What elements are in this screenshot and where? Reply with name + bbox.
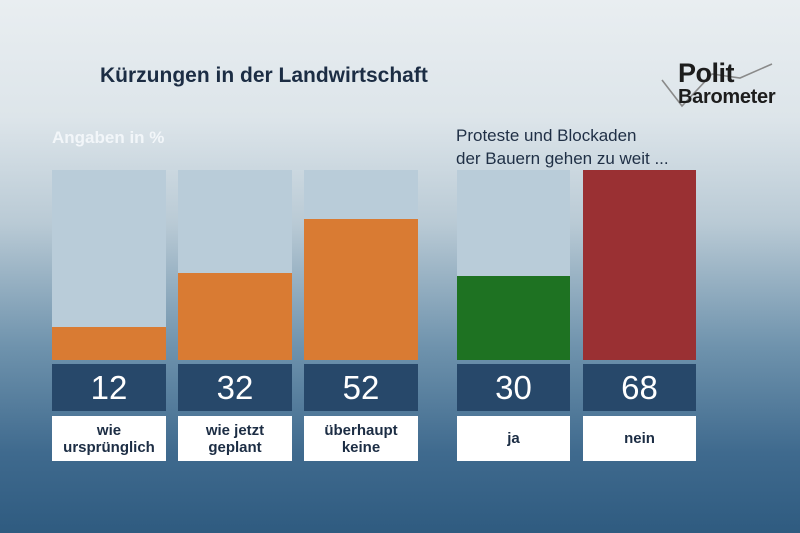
bar-track (304, 170, 418, 360)
bar (52, 327, 166, 360)
unit-label: Angaben in % (52, 128, 165, 147)
category-label: wie ursprünglich (52, 416, 166, 461)
question-line-2: der Bauern gehen zu weit ... (456, 149, 669, 168)
bar-column: 12 wie ursprünglich (52, 170, 166, 461)
bar-column: 32 wie jetzt geplant (178, 170, 292, 461)
bar-column: 68 nein (583, 170, 696, 461)
category-label: wie jetzt geplant (178, 416, 292, 461)
bar-value-label: 52 (304, 364, 418, 411)
bar (178, 273, 292, 360)
category-label-line: überhaupt (324, 421, 398, 439)
category-label-line: geplant (208, 438, 262, 456)
category-label-line: wie jetzt (205, 421, 265, 439)
checkmark-icon (661, 63, 773, 108)
category-label-line: ursprünglich (63, 438, 155, 456)
chart-title: Kürzungen in der Landwirtschaft (100, 64, 428, 87)
question-line-1: Proteste und Blockaden (456, 126, 637, 145)
category-label: ja (457, 416, 570, 461)
category-label: überhaupt keine (304, 416, 418, 461)
bar-column: 30 ja (457, 170, 570, 461)
logo-polit: Polit (678, 58, 735, 88)
politbarometer-logo: Polit Barometer (660, 58, 780, 114)
logo-barometer: Barometer (678, 86, 776, 108)
bar-track (178, 170, 292, 360)
bar (304, 219, 418, 360)
category-label-line: nein (624, 430, 655, 447)
bar-value-label: 32 (178, 364, 292, 411)
bar-value-label: 68 (583, 364, 696, 411)
bar (457, 276, 570, 360)
category-label: nein (583, 416, 696, 461)
bar-track (52, 170, 166, 360)
bar-value-label: 12 (52, 364, 166, 411)
category-label-line: ja (507, 430, 520, 447)
bar-value-label: 30 (457, 364, 570, 411)
bar-track (583, 170, 696, 360)
question-title: Proteste und Blockaden der Bauern gehen … (456, 124, 669, 170)
category-label-line: wie (96, 421, 122, 439)
bar-track (457, 170, 570, 360)
bar-column: 52 überhaupt keine (304, 170, 418, 461)
category-label-line: keine (341, 438, 381, 456)
bar (583, 170, 696, 360)
